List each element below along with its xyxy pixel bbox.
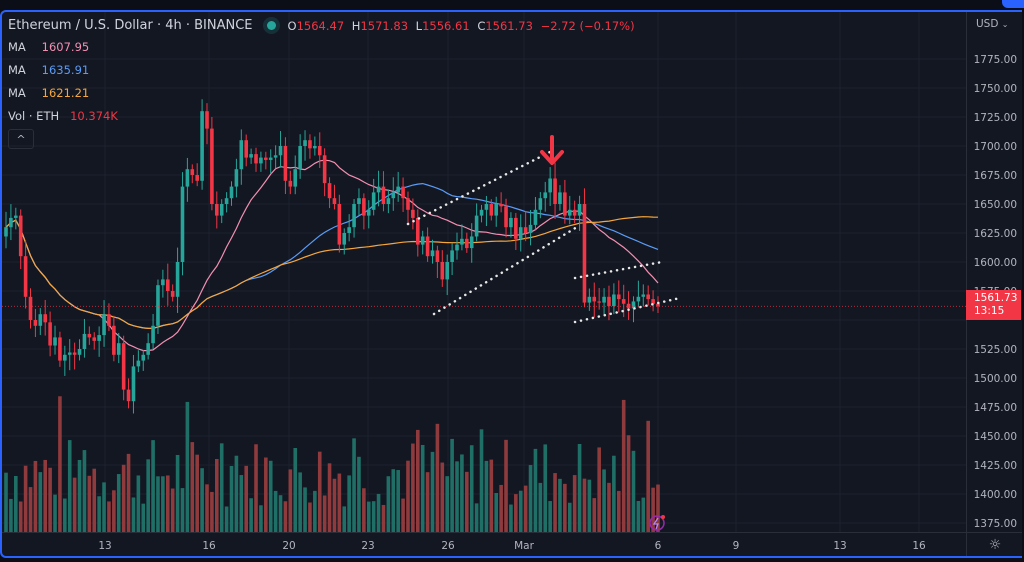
price-scale[interactable]: 1775.00 1750.00 1725.00 1700.00 1675.00 1650.… xyxy=(966,12,1022,532)
time-tick: 16 xyxy=(912,540,926,552)
ohlc-values: O1564.47 H1571.83 L1556.61 C1561.73 −2.7… xyxy=(287,18,635,33)
price-tick: 1675.00 xyxy=(973,170,1017,182)
time-tick: 13 xyxy=(833,540,847,552)
time-tick: 9 xyxy=(732,540,740,552)
time-tick: 26 xyxy=(441,540,455,552)
price-change: −2.72 (−0.17%) xyxy=(540,18,635,33)
price-tick: 1450.00 xyxy=(973,431,1017,443)
collapse-legend-button[interactable]: ^ xyxy=(8,129,34,149)
bar-countdown: 13:15 xyxy=(974,305,1005,317)
price-tick: 1775.00 xyxy=(973,54,1017,66)
chevron-down-icon: ⌄ xyxy=(1001,20,1009,29)
price-tick: 1375.00 xyxy=(973,518,1017,530)
price-tick: 1625.00 xyxy=(973,228,1017,240)
price-tick: 1650.00 xyxy=(973,199,1017,211)
currency-selector[interactable]: USD ⌄ xyxy=(976,18,1009,30)
time-tick: 23 xyxy=(361,540,375,552)
price-tick: 1600.00 xyxy=(973,257,1017,269)
indicator-ma-1[interactable]: MA 1607.95 xyxy=(8,40,90,54)
time-tick: 20 xyxy=(282,540,296,552)
tab-edge xyxy=(1002,0,1024,8)
price-tick: 1525.00 xyxy=(973,344,1017,356)
chart-legend: Ethereum / U.S. Dollar · 4h · BINANCE O1… xyxy=(8,18,639,149)
settings-icon[interactable]: ☼ xyxy=(966,532,1022,556)
symbol-title[interactable]: Ethereum / U.S. Dollar · 4h · BINANCE xyxy=(8,18,253,33)
time-tick: 13 xyxy=(98,540,112,552)
price-tick: 1700.00 xyxy=(973,141,1017,153)
chart-plot-area[interactable] xyxy=(2,12,966,532)
indicator-volume[interactable]: Vol · ETH 10.374K xyxy=(8,109,118,123)
market-status-icon xyxy=(266,21,276,30)
price-tick: 1425.00 xyxy=(973,460,1017,472)
price-tick: 1750.00 xyxy=(973,83,1017,95)
price-tick: 1500.00 xyxy=(973,373,1017,385)
top-strip xyxy=(0,0,1024,10)
indicator-ma-2[interactable]: MA 1635.91 xyxy=(8,63,90,77)
time-tick: 16 xyxy=(202,540,216,552)
candlestick-chart[interactable] xyxy=(2,12,966,532)
time-axis[interactable]: 13 16 20 23 26 Mar 6 9 13 16 xyxy=(2,532,966,556)
price-tick: 1475.00 xyxy=(973,402,1017,414)
last-price-label: 1561.73 13:15 xyxy=(966,290,1021,320)
chart-frame: Ethereum / U.S. Dollar · 4h · BINANCE O1… xyxy=(0,10,1022,558)
price-tick: 1725.00 xyxy=(973,112,1017,124)
indicator-ma-3[interactable]: MA 1621.21 xyxy=(8,86,90,100)
time-tick: 6 xyxy=(654,540,662,552)
price-tick: 1400.00 xyxy=(973,489,1017,501)
time-tick: Mar xyxy=(514,540,534,552)
